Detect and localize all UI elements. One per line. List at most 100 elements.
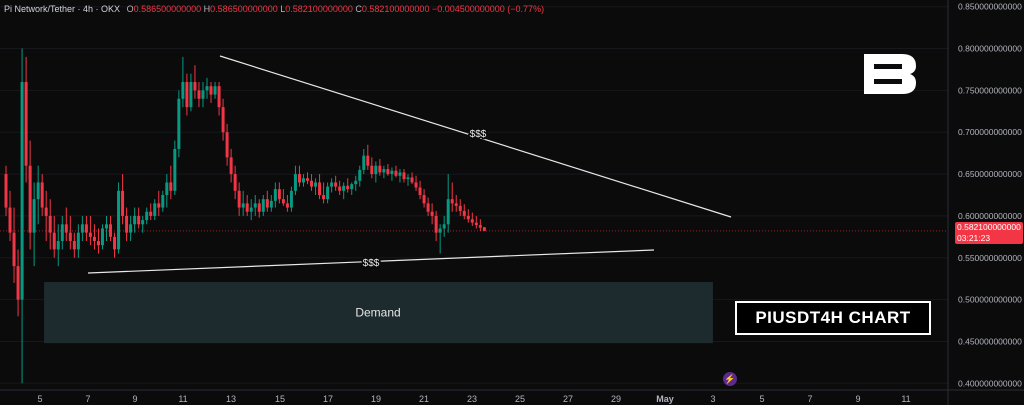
candle-body (117, 190, 121, 250)
y-tick-label: 0.800000000000 (958, 44, 1022, 54)
candle-body (482, 227, 486, 231)
candle-body (394, 170, 398, 176)
candle-body (338, 186, 342, 191)
candle-body (402, 172, 406, 180)
trendlines: $$$ $$$ (0, 55, 948, 274)
candle-body (241, 203, 245, 208)
candle-body (201, 90, 205, 99)
candle-body (105, 224, 108, 229)
candle-body (346, 185, 350, 190)
y-tick-label: 0.450000000000 (958, 336, 1022, 346)
candle-body (213, 86, 217, 95)
candle-body (100, 228, 104, 246)
x-tick-label: 9 (132, 394, 137, 404)
candle-body (229, 157, 233, 175)
candle-body (454, 203, 458, 206)
candle-body (306, 178, 309, 181)
x-tick-label: 21 (419, 394, 429, 404)
candle-body (438, 228, 442, 233)
candle-body (310, 180, 314, 187)
candle-body (366, 155, 370, 166)
y-tick-label: 0.650000000000 (958, 169, 1022, 179)
candle-body (297, 174, 301, 183)
lightning-icon[interactable]: ⚡ (723, 372, 737, 386)
candle-body (113, 236, 117, 250)
candle-body (60, 224, 64, 242)
candle-body (314, 182, 318, 187)
trendline (219, 55, 732, 218)
candle-body (293, 174, 297, 191)
candle-body (398, 172, 402, 176)
candle-body (4, 174, 8, 208)
candle-body (225, 132, 229, 158)
candle-body (129, 224, 133, 233)
candle-body (8, 207, 12, 233)
x-tick-label: 27 (563, 394, 573, 404)
candle-body (289, 190, 293, 208)
candle-body (430, 211, 434, 216)
candle-body (370, 165, 374, 175)
trendline (87, 249, 655, 274)
candle-body (330, 182, 334, 187)
candle-body (326, 186, 330, 200)
candle-body (322, 195, 326, 200)
candle-body (209, 86, 213, 95)
candle-body (237, 190, 241, 208)
candle-body (32, 199, 36, 233)
candle-body (446, 199, 450, 225)
open-value: 0.586500000000 (133, 4, 202, 14)
candle-body (474, 222, 478, 226)
candle-body (68, 232, 72, 242)
candle-body (125, 215, 129, 233)
candle-body (265, 199, 269, 208)
candle-body (121, 190, 125, 216)
candle-body (285, 203, 289, 208)
candle-body (169, 182, 173, 191)
brand-logo-icon (864, 54, 916, 94)
candle-body (434, 215, 438, 233)
candle-body (96, 241, 100, 246)
candle-body (16, 266, 20, 300)
demand-zone: Demand (44, 282, 713, 344)
x-tick-label: 3 (710, 394, 715, 404)
close-label: C (355, 4, 362, 14)
candle-body (217, 86, 221, 108)
candle-body (281, 199, 285, 204)
candle-body (28, 165, 32, 233)
high-label: H (203, 4, 211, 14)
x-tick-label: 15 (275, 394, 285, 404)
x-axis: 5 7 9 11 13 15 17 19 21 23 25 27 29 May 3 5 7 9 11 (37, 394, 910, 404)
candle-body (426, 203, 430, 212)
candle-body (84, 224, 88, 233)
candle-body (181, 82, 185, 99)
bar-countdown: 03:21:23 (957, 233, 991, 243)
candle-body (88, 232, 92, 237)
x-tick-label: 13 (226, 394, 236, 404)
x-tick-label: 25 (515, 394, 525, 404)
candle-body (165, 182, 169, 195)
low-value: 0.582100000000 (285, 4, 353, 14)
candle-body (374, 165, 378, 175)
candle-body (44, 207, 48, 216)
candle-body (386, 169, 390, 175)
candle-body (48, 215, 52, 233)
candle-body (382, 169, 386, 173)
candle-body (76, 232, 80, 250)
candle-body (205, 86, 209, 91)
y-tick-label: 0.500000000000 (958, 295, 1022, 305)
candle-body (245, 203, 249, 212)
change-value: −0.004500000000 (−0.77%) (431, 4, 545, 14)
candle-body (378, 165, 382, 173)
candle-body (189, 82, 193, 108)
candle-body (149, 211, 153, 216)
demand-zone-label: Demand (355, 306, 400, 320)
y-tick-label: 0.550000000000 (958, 253, 1022, 263)
candle-body (64, 224, 68, 233)
candle-body (249, 207, 253, 212)
candle-body (221, 107, 225, 133)
candle-body (362, 155, 366, 170)
y-tick-label: 0.400000000000 (958, 378, 1022, 388)
candle-body (133, 215, 137, 225)
y-axis: 0.850000000000 0.800000000000 0.7500000000… (958, 2, 1022, 389)
